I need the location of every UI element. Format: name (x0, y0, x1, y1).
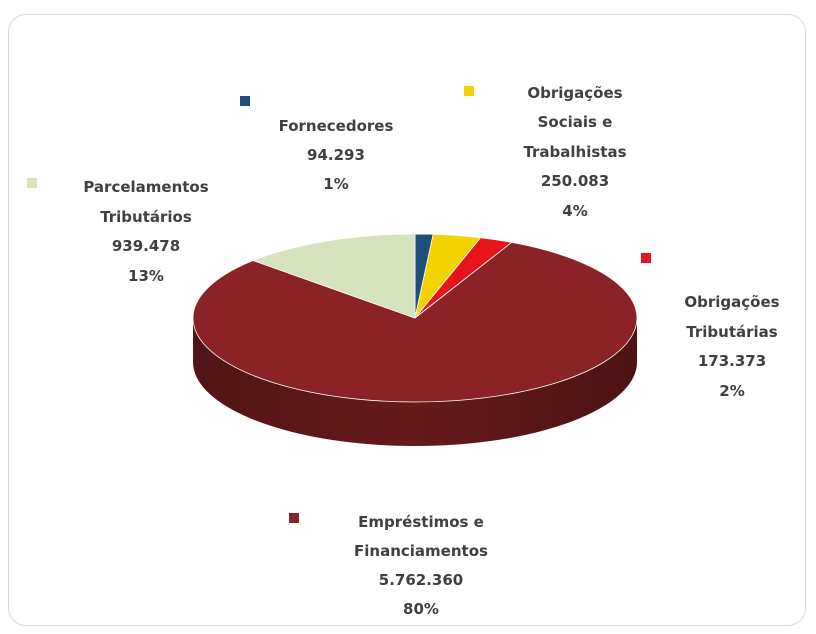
pie-slice-parcelamentos-tributarios (251, 233, 416, 319)
label-name-parcelamentos-1: Parcelamentos (83, 178, 208, 196)
legend-marker-fornecedores (240, 96, 250, 106)
label-name-obrigacoes-tributarias-2: Tributárias (686, 323, 777, 341)
legend-marker-parcelamentos (27, 178, 37, 188)
data-label-parcelamentos: Parcelamentos Tributários 939.478 13% (83, 178, 208, 285)
data-label-obrigacoes-sociais: Obrigações Sociais e Trabalhistas 250.08… (523, 84, 626, 220)
pie-top (192, 233, 638, 403)
data-label-emprestimos: Empréstimos e Financiamentos 5.762.360 8… (354, 513, 488, 618)
label-name-obrigacoes-sociais-3: Trabalhistas (523, 143, 626, 161)
label-percent-fornecedores: 1% (323, 175, 348, 193)
label-name-emprestimos-2: Financiamentos (354, 542, 488, 560)
pie-side (193, 318, 637, 446)
label-percent-obrigacoes-sociais: 4% (562, 202, 587, 220)
label-percent-parcelamentos: 13% (128, 267, 164, 285)
label-value-parcelamentos: 939.478 (112, 237, 180, 255)
label-name-fornecedores: Fornecedores (279, 117, 394, 135)
data-label-fornecedores: Fornecedores 94.293 1% (279, 117, 394, 193)
label-name-emprestimos-1: Empréstimos e (358, 513, 484, 531)
legend-marker-obrigacoes-sociais (464, 86, 474, 96)
label-name-obrigacoes-sociais-2: Sociais e (538, 113, 613, 131)
label-percent-emprestimos: 80% (403, 600, 439, 618)
label-value-obrigacoes-sociais: 250.083 (541, 172, 609, 190)
pie-slice-side-shade-emprestimos-e-financiamentos (193, 318, 637, 446)
pie-slice-emprestimos-e-financiamentos (192, 241, 638, 403)
label-value-fornecedores: 94.293 (307, 146, 365, 164)
legend-marker-emprestimos (289, 513, 299, 523)
label-value-obrigacoes-tributarias: 173.373 (698, 352, 766, 370)
data-label-obrigacoes-tributarias: Obrigações Tributárias 173.373 2% (684, 293, 779, 400)
label-name-parcelamentos-2: Tributários (100, 208, 192, 226)
label-name-obrigacoes-sociais-1: Obrigações (527, 84, 622, 102)
legend-marker-obrigacoes-tributarias (641, 253, 651, 263)
label-value-emprestimos: 5.762.360 (379, 571, 463, 589)
label-percent-obrigacoes-tributarias: 2% (719, 382, 744, 400)
label-name-obrigacoes-tributarias-1: Obrigações (684, 293, 779, 311)
